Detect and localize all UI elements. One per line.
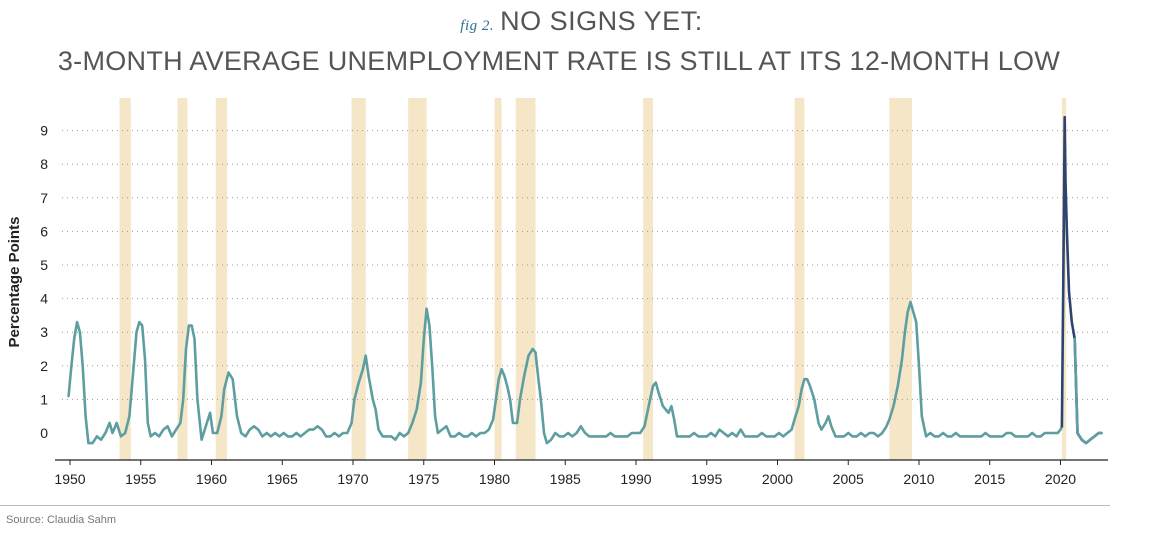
unemployment-chart: 0 1 2 3 4 5 6 7 8 9 1950 1955 1960 1965 1970 1975 1980 19… [40,98,1108,487]
y-tick-label: 1 [40,391,48,407]
series-line-tail [1073,337,1103,445]
recession-band-6 [515,98,536,460]
series-lines [67,115,1103,445]
recession-band-5 [494,98,502,460]
axes: 0 1 2 3 4 5 6 7 8 9 1950 1955 1960 1965 1970 1975 1980 19… [40,123,1108,487]
y-tick-label: 5 [40,257,48,273]
recession-band-0 [119,98,131,460]
x-tick-label: 1975 [408,471,439,487]
x-tick-label: 2000 [762,471,793,487]
figure-tag: fig 2. [460,18,495,34]
y-tick-label: 2 [40,358,48,374]
x-tick-label: 1965 [267,471,298,487]
y-tick-label: 9 [40,123,48,139]
x-tick-label: 1960 [196,471,227,487]
x-tick-label: 2010 [903,471,934,487]
chart-subtitle: 3-MONTH AVERAGE UNEMPLOYMENT RATE IS STI… [57,46,1061,76]
y-tick-label: 6 [40,223,48,239]
x-tick-label: 2005 [833,471,864,487]
source-note: Source: Claudia Sahm [6,514,117,526]
series-line-1 [1060,115,1103,445]
recession-band-2 [215,98,228,460]
series-line-0 [67,300,1064,445]
x-tick-label: 1950 [54,471,85,487]
x-tick-label: 1980 [479,471,510,487]
x-tick-label: 1970 [337,471,368,487]
y-tick-label: 0 [40,425,48,441]
recession-band-9 [889,98,912,460]
x-tick-label: 2020 [1045,471,1076,487]
x-tick-label: 1990 [620,471,651,487]
footer-divider [0,505,1110,506]
recession-band-8 [794,98,805,460]
chart-title-line1: fig 2. NO SIGNS YET: [0,6,1163,37]
recession-band-1 [177,98,188,460]
y-tick-label: 4 [40,291,48,307]
recession-bands [119,98,1067,460]
x-tick-label: 2015 [974,471,1005,487]
y-tick-label: 8 [40,156,48,172]
x-tick-label: 1985 [550,471,581,487]
chart-title-main: NO SIGNS YET: [500,6,703,36]
x-tick-label: 1955 [125,471,156,487]
x-tick-label: 1995 [691,471,722,487]
recession-band-7 [643,98,653,460]
y-tick-label: 7 [40,190,48,206]
y-tick-label: 3 [40,324,48,340]
